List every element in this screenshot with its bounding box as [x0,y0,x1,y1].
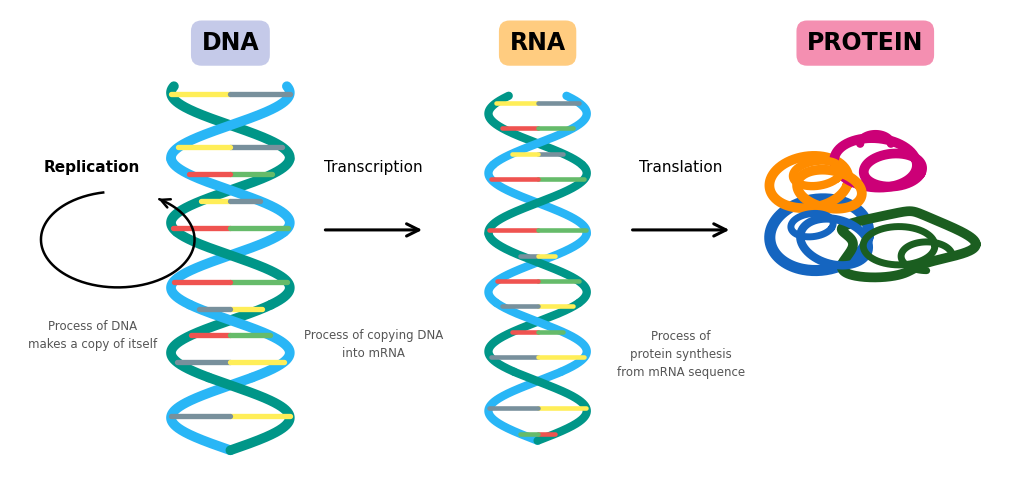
Text: Process of DNA
makes a copy of itself: Process of DNA makes a copy of itself [28,320,157,351]
Text: Process of copying DNA
into mRNA: Process of copying DNA into mRNA [304,330,443,360]
Text: PROTEIN: PROTEIN [807,31,924,55]
Text: Replication: Replication [44,160,140,175]
Text: RNA: RNA [510,31,565,55]
Text: DNA: DNA [202,31,259,55]
Text: Process of
protein synthesis
from mRNA sequence: Process of protein synthesis from mRNA s… [616,330,745,379]
Text: Transcription: Transcription [325,160,423,175]
Text: Translation: Translation [639,160,723,175]
